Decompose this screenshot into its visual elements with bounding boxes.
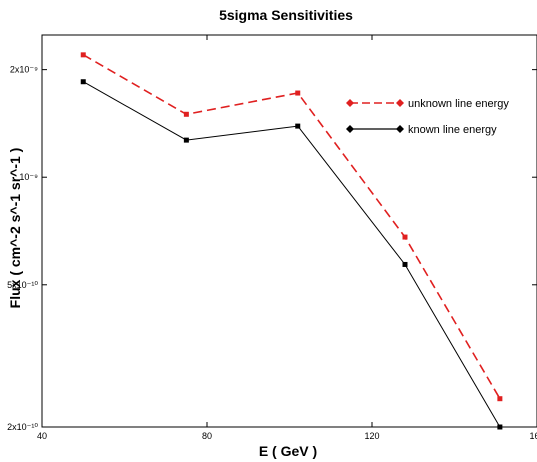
y-tick-label: 2x10⁻⁹ (10, 65, 38, 75)
y-tick-label: 5x10⁻¹⁰ (7, 280, 38, 290)
data-point (497, 396, 503, 402)
legend-marker-right (396, 125, 404, 133)
plot-frame (41, 34, 537, 428)
data-point (80, 52, 86, 58)
y-axis-label: Flux ( cm^-2 s^-1 sr^-1 ) (7, 148, 23, 309)
x-tick-label: 40 (37, 431, 47, 441)
data-point (402, 261, 408, 267)
legend-label: unknown line energy (408, 98, 509, 110)
legend-label: known line energy (408, 124, 497, 136)
y-tick-label: 2x10⁻¹⁰ (7, 422, 38, 432)
legend-marker-left (346, 99, 354, 107)
x-axis-label: E ( GeV ) (259, 443, 317, 459)
legend-marker-left (346, 125, 354, 133)
chart-title: 5sigma Sensitivities (219, 7, 353, 23)
data-point (183, 137, 189, 143)
data-point (183, 111, 189, 117)
data-point (80, 79, 86, 85)
x-tick-label: 80 (202, 431, 212, 441)
data-point (295, 90, 301, 96)
x-axis: 40 80 120 160 (37, 35, 537, 441)
x-tick-label: 120 (364, 431, 379, 441)
data-point (497, 424, 503, 430)
data-point (295, 123, 301, 129)
legend-marker-right (396, 99, 404, 107)
y-axis: 2x10⁻¹⁰ 5x10⁻¹⁰ 10⁻⁹ 2x10⁻⁹ (7, 65, 537, 432)
series-layer (80, 52, 503, 430)
data-point (402, 234, 408, 240)
x-tick-label: 160 (529, 431, 537, 441)
y-tick-label: 10⁻⁹ (19, 172, 38, 182)
legend: unknown line energy known line energy (346, 98, 509, 136)
